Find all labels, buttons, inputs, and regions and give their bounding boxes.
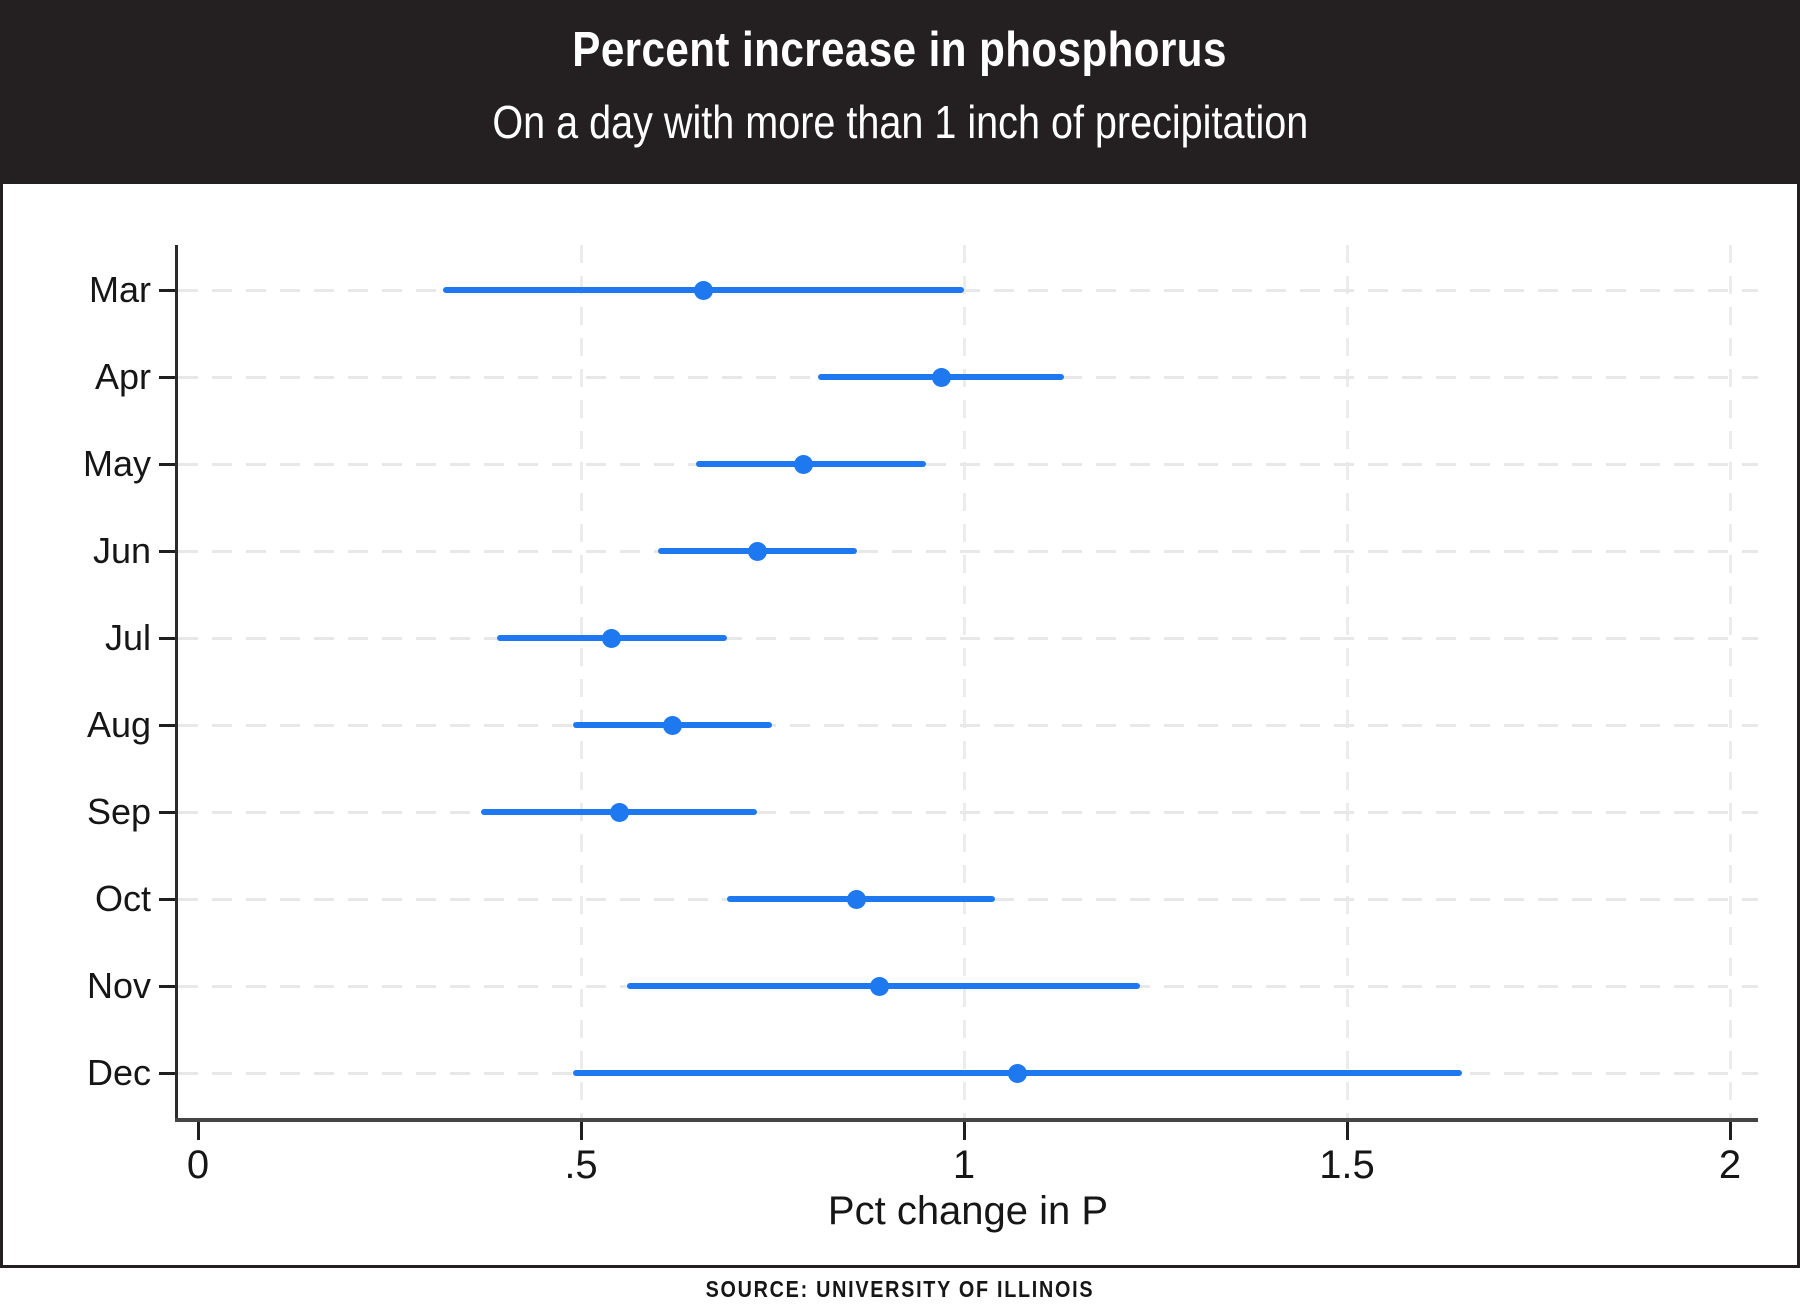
x-axis-title-text: Pct change in P bbox=[827, 1189, 1109, 1233]
y-axis-label: Jul bbox=[104, 617, 151, 658]
y-tick bbox=[159, 897, 176, 901]
x-gridline bbox=[579, 245, 583, 1118]
y-tick bbox=[159, 462, 176, 466]
x-tick-label: 1.5 bbox=[1319, 1143, 1375, 1187]
chart-title: Percent increase in phosphorus bbox=[0, 22, 1800, 78]
y-tick bbox=[159, 984, 176, 988]
x-axis-line bbox=[175, 1118, 1758, 1122]
x-tick-label: 1 bbox=[952, 1143, 976, 1187]
estimate-dot bbox=[663, 715, 683, 735]
x-tick-label: 2 bbox=[1718, 1143, 1742, 1187]
chart-area: Mar Apr May Jun Jul Aug Sep Oct Nov Dec 0 .5 1 1.5 2 P… bbox=[0, 184, 1800, 1268]
y-axis-line bbox=[175, 245, 178, 1122]
estimate-dot bbox=[870, 976, 890, 996]
y-gridline bbox=[178, 288, 1758, 292]
y-axis-label: Mar bbox=[89, 269, 151, 310]
y-gridline bbox=[178, 462, 1758, 466]
estimate-dot bbox=[1008, 1063, 1028, 1083]
y-tick bbox=[159, 1071, 176, 1075]
y-tick bbox=[159, 375, 176, 379]
y-axis-label: Aug bbox=[86, 704, 151, 745]
y-axis-label: Oct bbox=[94, 878, 151, 919]
x-tick bbox=[962, 1122, 966, 1140]
x-tick bbox=[579, 1122, 583, 1140]
x-gridline bbox=[962, 245, 966, 1118]
x-tick-label: 0 bbox=[186, 1143, 210, 1187]
source-credit-text: SOURCE: UNIVERSITY OF ILLINOIS bbox=[705, 1276, 1095, 1302]
y-axis-label: Nov bbox=[86, 965, 151, 1006]
estimate-dot bbox=[931, 367, 951, 387]
y-tick bbox=[159, 810, 176, 814]
y-axis-label: Jun bbox=[92, 530, 151, 571]
x-gridline bbox=[1345, 245, 1349, 1118]
x-tick bbox=[1345, 1122, 1349, 1140]
chart-subtitle: On a day with more than 1 inch of precip… bbox=[0, 94, 1800, 150]
x-tick bbox=[196, 1122, 200, 1140]
estimate-dot bbox=[747, 541, 767, 561]
estimate-dot bbox=[694, 280, 714, 300]
y-tick bbox=[159, 288, 176, 292]
y-gridline bbox=[178, 636, 1758, 640]
y-tick bbox=[159, 636, 176, 640]
y-tick bbox=[159, 549, 176, 553]
y-axis-label: Apr bbox=[94, 356, 151, 397]
x-tick-label: .5 bbox=[564, 1143, 598, 1187]
x-gridline bbox=[1728, 245, 1732, 1118]
estimate-dot bbox=[793, 454, 813, 474]
chart-header: Percent increase in phosphorus On a day … bbox=[0, 0, 1800, 184]
chart-subtitle-text: On a day with more than 1 inch of precip… bbox=[492, 96, 1308, 148]
chart-title-text: Percent increase in phosphorus bbox=[572, 23, 1228, 77]
plot-area: Mar Apr May Jun Jul Aug Sep Oct Nov Dec 0 .5 1 1.5 2 bbox=[3, 184, 1797, 1265]
y-axis-label: Sep bbox=[86, 791, 151, 832]
y-gridline bbox=[178, 549, 1758, 553]
source-credit: SOURCE: UNIVERSITY OF ILLINOIS bbox=[0, 1268, 1800, 1310]
y-axis-label: May bbox=[82, 443, 151, 484]
x-axis-title: Pct change in P bbox=[178, 1186, 1758, 1236]
y-gridline bbox=[178, 723, 1758, 727]
estimate-dot bbox=[602, 628, 622, 648]
x-tick bbox=[1728, 1122, 1732, 1140]
y-tick bbox=[159, 723, 176, 727]
y-axis-label: Dec bbox=[86, 1052, 151, 1093]
estimate-dot bbox=[609, 802, 629, 822]
y-gridline bbox=[178, 810, 1758, 814]
estimate-dot bbox=[847, 889, 867, 909]
